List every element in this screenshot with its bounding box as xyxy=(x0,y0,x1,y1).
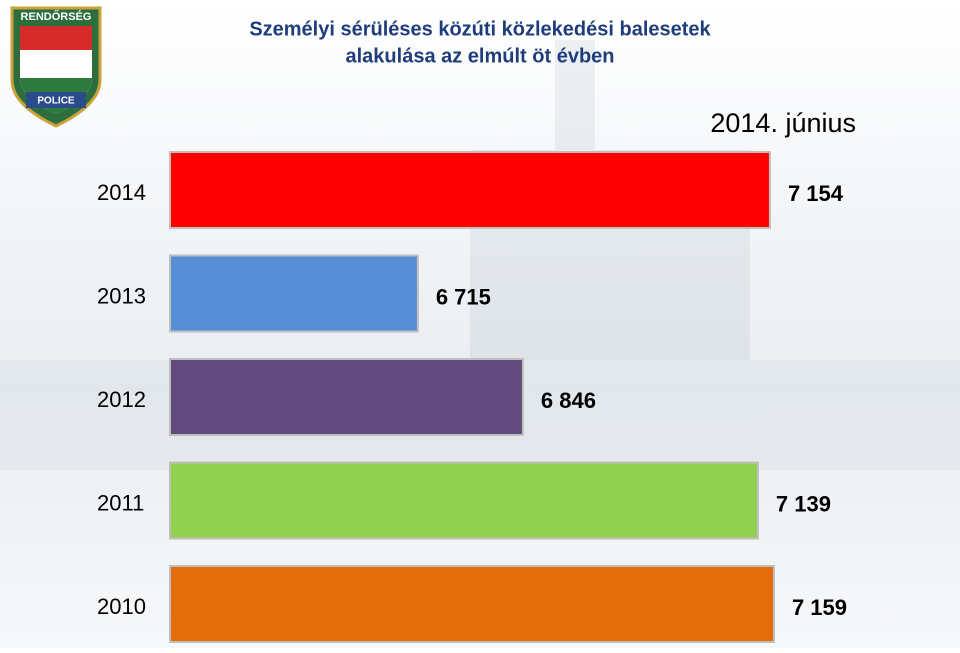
value-label: 7 154 xyxy=(788,181,844,206)
value-label: 7 159 xyxy=(792,595,847,620)
bar xyxy=(169,254,419,333)
bar xyxy=(169,151,771,229)
category-label: 2012 xyxy=(97,387,146,412)
chart-title-line: Személyi sérüléses közúti közlekedési ba… xyxy=(249,18,711,40)
category-label: 2010 xyxy=(97,594,146,619)
logo: RENDŐRSÉG POLICE xyxy=(10,6,102,128)
category-label: 2014 xyxy=(97,180,146,205)
chart-title-line: alakulása az elmúlt öt évben xyxy=(346,45,615,67)
bar xyxy=(169,461,759,540)
value-label: 7 139 xyxy=(776,491,831,516)
value-label: 6 846 xyxy=(541,388,596,413)
bar xyxy=(169,358,524,436)
category-label: 2013 xyxy=(97,283,146,308)
logo-top-text: RENDŐRSÉG xyxy=(21,10,92,23)
category-label: 2011 xyxy=(97,490,144,515)
value-label: 6 715 xyxy=(436,284,491,309)
bar xyxy=(169,565,775,643)
logo-bottom-text: POLICE xyxy=(37,96,75,107)
annotation: 2014. június xyxy=(710,108,856,138)
